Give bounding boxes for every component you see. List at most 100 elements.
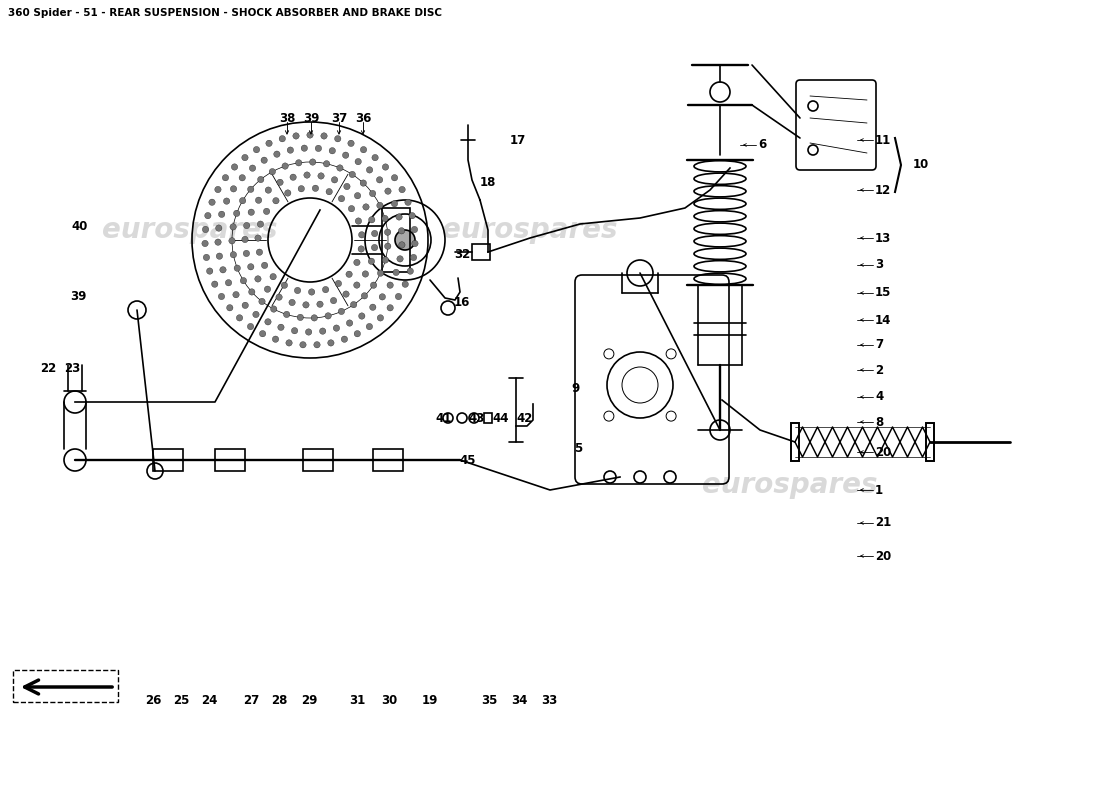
Circle shape [312, 185, 319, 191]
Circle shape [343, 183, 350, 190]
Circle shape [276, 294, 283, 300]
Circle shape [366, 166, 373, 173]
Circle shape [311, 314, 318, 321]
Circle shape [349, 171, 355, 178]
Circle shape [343, 291, 349, 298]
Circle shape [392, 201, 398, 207]
Text: 37: 37 [331, 111, 348, 125]
Circle shape [361, 146, 366, 153]
Circle shape [265, 318, 272, 325]
Circle shape [323, 161, 330, 167]
Circle shape [230, 224, 236, 230]
Circle shape [362, 270, 369, 277]
Circle shape [384, 229, 390, 235]
Circle shape [284, 311, 290, 318]
Text: 34: 34 [510, 694, 527, 706]
Circle shape [316, 145, 321, 151]
Text: 21: 21 [874, 517, 891, 530]
Circle shape [354, 259, 360, 266]
Circle shape [363, 204, 370, 210]
Circle shape [297, 314, 304, 321]
Circle shape [302, 302, 309, 308]
Circle shape [293, 133, 299, 139]
Text: 20: 20 [874, 446, 891, 458]
Circle shape [376, 177, 383, 183]
Text: 23: 23 [64, 362, 80, 374]
Circle shape [317, 301, 323, 307]
Circle shape [395, 230, 415, 250]
Circle shape [273, 198, 279, 204]
Text: 36: 36 [355, 111, 371, 125]
Circle shape [242, 302, 249, 309]
Circle shape [242, 154, 249, 161]
Circle shape [322, 286, 329, 293]
Text: 39: 39 [69, 290, 86, 302]
Circle shape [308, 289, 315, 295]
Text: 26: 26 [145, 694, 162, 706]
Circle shape [214, 186, 221, 193]
Text: 18: 18 [480, 175, 496, 189]
Circle shape [295, 287, 300, 294]
Text: 35: 35 [481, 694, 497, 706]
Circle shape [385, 188, 392, 194]
Circle shape [285, 190, 292, 196]
Circle shape [371, 282, 377, 288]
Text: 25: 25 [173, 694, 189, 706]
Circle shape [382, 215, 388, 222]
Circle shape [300, 342, 306, 348]
Circle shape [214, 239, 221, 246]
Text: 29: 29 [300, 694, 317, 706]
Circle shape [411, 226, 418, 233]
Bar [382, 208, 410, 272]
Text: 5: 5 [574, 442, 582, 454]
Text: 9: 9 [572, 382, 580, 394]
Circle shape [218, 294, 224, 300]
Circle shape [234, 265, 241, 271]
Bar [472, 244, 490, 260]
Circle shape [341, 336, 348, 342]
Circle shape [231, 164, 238, 170]
Circle shape [243, 222, 250, 229]
Circle shape [292, 327, 298, 334]
Circle shape [204, 254, 210, 261]
Circle shape [402, 281, 408, 287]
Circle shape [405, 199, 411, 206]
Circle shape [349, 206, 354, 212]
Circle shape [354, 330, 361, 337]
Circle shape [248, 323, 254, 330]
Circle shape [348, 140, 354, 146]
Circle shape [229, 238, 235, 244]
Text: 7: 7 [874, 338, 883, 351]
Circle shape [223, 198, 230, 204]
Circle shape [319, 328, 326, 334]
Circle shape [270, 274, 276, 280]
Circle shape [383, 164, 388, 170]
Circle shape [372, 244, 377, 250]
Text: 10: 10 [913, 158, 930, 171]
Circle shape [290, 174, 296, 181]
Circle shape [395, 294, 402, 300]
Circle shape [205, 213, 211, 219]
Circle shape [397, 256, 404, 262]
Circle shape [263, 208, 270, 214]
Text: 28: 28 [271, 694, 287, 706]
Circle shape [407, 268, 414, 274]
Circle shape [355, 158, 362, 165]
Text: 43: 43 [469, 411, 485, 425]
Circle shape [282, 282, 287, 289]
Text: 22: 22 [40, 362, 56, 374]
Circle shape [265, 187, 272, 194]
Text: 3: 3 [874, 258, 883, 271]
Text: 2: 2 [874, 363, 883, 377]
Circle shape [360, 180, 366, 186]
Circle shape [202, 226, 209, 233]
Circle shape [242, 236, 249, 242]
Text: 11: 11 [874, 134, 891, 146]
Circle shape [301, 145, 308, 151]
Circle shape [372, 230, 378, 237]
Text: 16: 16 [454, 295, 470, 309]
Circle shape [399, 186, 405, 193]
Circle shape [336, 280, 342, 286]
Circle shape [219, 211, 224, 218]
Circle shape [257, 221, 264, 227]
